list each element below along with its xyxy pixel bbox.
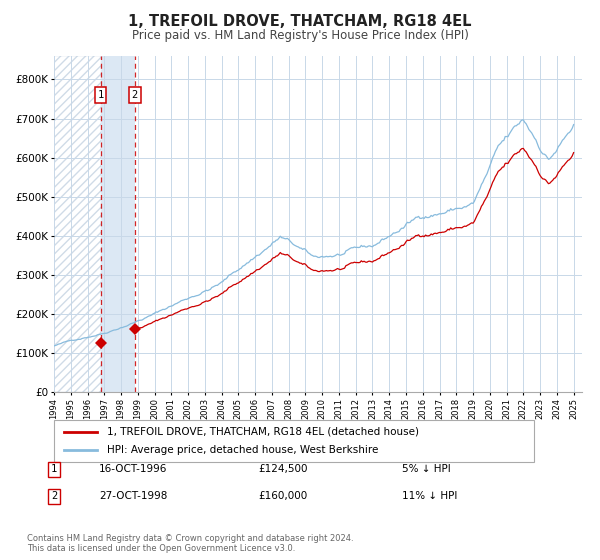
Text: Price paid vs. HM Land Registry's House Price Index (HPI): Price paid vs. HM Land Registry's House … bbox=[131, 29, 469, 42]
Bar bbox=[54, 56, 101, 392]
Text: 27-OCT-1998: 27-OCT-1998 bbox=[99, 491, 167, 501]
Text: 16-OCT-1996: 16-OCT-1996 bbox=[99, 464, 167, 474]
Text: HPI: Average price, detached house, West Berkshire: HPI: Average price, detached house, West… bbox=[107, 445, 378, 455]
Bar bbox=[54, 56, 101, 392]
Text: 1, TREFOIL DROVE, THATCHAM, RG18 4EL: 1, TREFOIL DROVE, THATCHAM, RG18 4EL bbox=[128, 14, 472, 29]
Text: 1: 1 bbox=[51, 464, 57, 474]
Text: 2: 2 bbox=[131, 90, 138, 100]
Bar bbox=[101, 56, 135, 392]
Text: Contains HM Land Registry data © Crown copyright and database right 2024.
This d: Contains HM Land Registry data © Crown c… bbox=[27, 534, 353, 553]
Text: 1: 1 bbox=[98, 90, 104, 100]
Text: 5% ↓ HPI: 5% ↓ HPI bbox=[402, 464, 451, 474]
Text: 2: 2 bbox=[51, 491, 57, 501]
Text: £124,500: £124,500 bbox=[258, 464, 308, 474]
FancyBboxPatch shape bbox=[54, 420, 534, 462]
Text: 11% ↓ HPI: 11% ↓ HPI bbox=[402, 491, 457, 501]
Text: £160,000: £160,000 bbox=[258, 491, 307, 501]
Text: 1, TREFOIL DROVE, THATCHAM, RG18 4EL (detached house): 1, TREFOIL DROVE, THATCHAM, RG18 4EL (de… bbox=[107, 427, 419, 437]
